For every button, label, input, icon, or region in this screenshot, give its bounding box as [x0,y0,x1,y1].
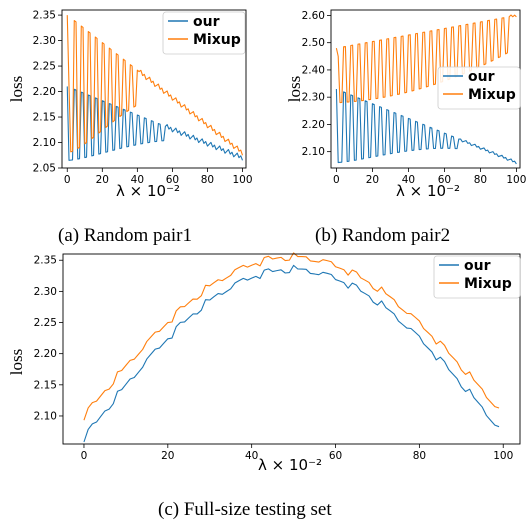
series-line-mixup [66,15,244,156]
legend-box [433,255,521,299]
x-tick-label: 60 [438,174,451,186]
x-tick-label: 80 [413,450,426,462]
legend: our Mixup [437,66,521,110]
y-tick-label: 2.50 [302,37,325,49]
x-axis-label: λ × 10⁻² [258,456,322,474]
y-tick-label: 2.30 [34,286,57,298]
series-line-mixup [83,252,500,421]
legend-label-our: our [468,69,495,85]
legend-label-our: our [464,258,491,274]
y-tick-label: 2.30 [33,35,56,47]
series-line-mixup [335,14,517,104]
x-tick-label: 80 [474,174,487,186]
y-tick-label: 2.05 [33,163,56,175]
x-axis-label: λ × 10⁻² [396,182,460,200]
y-axis-label: loss [7,349,26,375]
legend-label-mixup: Mixup [464,276,512,292]
y-tick-label: 2.60 [302,10,325,22]
y-tick-label: 2.20 [33,86,56,98]
legend-box [437,66,521,110]
legend-label-mixup: Mixup [193,32,241,48]
y-tick-label: 2.10 [33,137,56,149]
legend-label-our: our [193,14,220,30]
legend: our Mixup [433,255,521,299]
x-tick-label: 40 [131,174,144,186]
x-tick-label: 0 [64,174,71,186]
y-tick-label: 2.25 [33,61,56,73]
panel-full-size-testing-set: 0 20 40 60 80 100 2.10 2.15 2.20 2.25 2.30 2.35 λ × … [7,252,521,520]
x-tick-label: 60 [166,174,179,186]
plot-frame [62,253,521,445]
y-axis-label: loss [285,76,304,102]
panel-caption: (b) Random pair2 [315,225,450,246]
y-tick-label: 2.30 [302,92,325,104]
panel-caption: (c) Full-size testing set [158,499,332,520]
x-tick-label: 60 [329,450,342,462]
x-tick-label: 20 [96,174,109,186]
y-axis-label: loss [7,76,26,102]
y-tick-label: 2.15 [33,112,56,124]
x-tick-label: 80 [201,174,214,186]
y-tick-label: 2.25 [34,317,57,329]
x-tick-label: 0 [81,450,88,462]
x-tick-label: 20 [366,174,379,186]
x-tick-label: 40 [245,450,258,462]
legend-label-mixup: Mixup [468,87,516,103]
y-tick-label: 2.10 [34,410,57,422]
series-line-our [335,88,517,165]
y-tick-label: 2.35 [34,255,57,267]
x-tick-label: 100 [506,174,526,186]
series-line-our [83,264,500,443]
series-line-our [66,86,244,161]
x-tick-label: 100 [493,450,513,462]
y-tick-label: 2.20 [302,119,325,131]
x-tick-label: 0 [333,174,340,186]
y-tick-label: 2.10 [302,146,325,158]
y-tick-label: 2.20 [34,348,57,360]
panel-caption: (a) Random pair1 [58,225,192,246]
panel-random-pair2: 0 20 40 60 80 100 2.10 2.20 2.30 2.40 2.50 2.60 λ × … [285,9,526,246]
y-tick-label: 2.35 [33,10,56,22]
panel-random-pair1: 0 20 40 60 80 100 2.05 2.10 2.15 2.20 2.25 2.30 2.35… [7,9,253,246]
x-axis-label: λ × 10⁻² [116,182,180,200]
plot-frame [61,9,247,169]
y-tick-label: 2.15 [34,379,57,391]
x-tick-label: 20 [161,450,174,462]
x-tick-label: 100 [232,174,252,186]
legend-box [162,11,246,55]
x-tick-label: 40 [402,174,415,186]
legend: our Mixup [162,11,246,55]
y-tick-label: 2.40 [302,64,325,76]
